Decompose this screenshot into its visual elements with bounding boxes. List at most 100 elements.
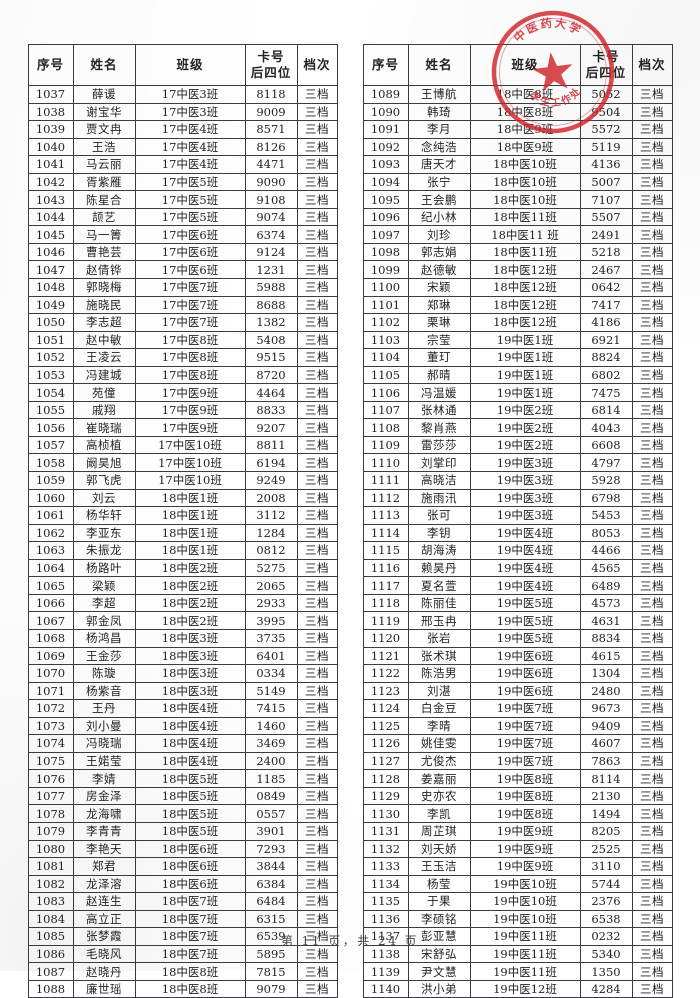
cell-grade-tier: 三档	[631, 383, 673, 402]
column-header-name: 姓名	[72, 44, 136, 86]
table-row: 1123 刘湛 19中医6班 2480 三档	[362, 681, 673, 701]
cell-grade-tier: 三档	[296, 400, 338, 420]
cell-grade-tier: 三档	[296, 541, 338, 560]
cell-grade-tier: 三档	[296, 769, 338, 788]
table-row: 1125 李晴 19中医7班 9409 三档	[362, 716, 673, 736]
table-header-row: 序号 姓名 班级 卡号 后四位 档次	[362, 44, 673, 86]
cell-name: 杨鸿昌	[72, 628, 136, 648]
cell-name: 李志超	[72, 313, 136, 332]
cell-card-last-four: 4284	[579, 979, 633, 998]
table-row: 1077 房金泽 18中医5班 0849 三档	[27, 786, 338, 806]
column-header-class: 班级	[134, 44, 246, 86]
cell-grade-tier: 三档	[631, 874, 673, 894]
cell-sequence: 1056	[27, 418, 74, 437]
cell-name: 王玉洁	[407, 857, 471, 876]
cell-sequence: 1048	[27, 278, 74, 297]
cell-card-last-four: 9124	[244, 242, 298, 262]
cell-grade-tier: 三档	[296, 892, 338, 911]
table-row: 1092 念纯浩 18中医9班 5119 三档	[362, 137, 673, 157]
cell-sequence: 1064	[27, 558, 74, 578]
cell-card-last-four: 0849	[244, 786, 298, 806]
cell-name: 王婼莹	[72, 751, 136, 771]
cell-sequence: 1121	[362, 646, 409, 666]
cell-grade-tier: 三档	[631, 979, 673, 998]
table-row: 1116 赖昊丹 19中医4班 4565 三档	[362, 558, 673, 578]
cell-sequence: 1103	[362, 330, 409, 350]
cell-class: 19中医9班	[469, 857, 581, 876]
cell-grade-tier: 三档	[631, 435, 673, 455]
cell-card-last-four: 5928	[579, 471, 633, 490]
cell-name: 王金莎	[72, 646, 136, 666]
cell-grade-tier: 三档	[631, 804, 673, 823]
cell-sequence: 1060	[27, 488, 74, 508]
cell-sequence: 1096	[362, 207, 409, 227]
cell-name: 刘天娇	[407, 839, 471, 859]
cell-grade-tier: 三档	[296, 102, 338, 122]
table-row: 1126 姚佳雯 19中医7班 4607 三档	[362, 734, 673, 753]
cell-name: 于果	[407, 892, 471, 911]
cell-sequence: 1083	[27, 892, 74, 911]
cell-class: 19中医6班	[469, 681, 581, 701]
cell-sequence: 1117	[362, 576, 409, 595]
cell-sequence: 1123	[362, 681, 409, 701]
cell-sequence: 1043	[27, 190, 74, 209]
cell-class: 17中医5班	[134, 207, 246, 227]
cell-grade-tier: 三档	[631, 541, 673, 560]
cell-grade-tier: 三档	[631, 821, 673, 841]
table-row: 1076 李婧 18中医5班 1185 三档	[27, 769, 338, 788]
page-footer: 第 11 页，共 24 页	[280, 934, 420, 948]
cell-name: 施雨汛	[407, 488, 471, 508]
table-row: 1135 于果 19中医10班 2376 三档	[362, 892, 673, 911]
cell-grade-tier: 三档	[296, 207, 338, 227]
cell-name: 曹艳芸	[72, 242, 136, 262]
cell-name: 崔晓瑞	[72, 418, 136, 437]
cell-name: 冯晓瑞	[72, 734, 136, 753]
card-header-line1: 卡号	[257, 49, 285, 65]
cell-name: 胡海涛	[407, 541, 471, 560]
cell-sequence: 1129	[362, 786, 409, 806]
cell-sequence: 1057	[27, 435, 74, 455]
table-row: 1107 张林通 19中医2班 6814 三档	[362, 400, 673, 420]
cell-grade-tier: 三档	[631, 769, 673, 788]
cell-card-last-four: 5572	[579, 120, 633, 139]
cell-card-last-four: 3735	[244, 628, 298, 648]
cell-class: 18中医4班	[134, 751, 246, 771]
cell-sequence: 1122	[362, 664, 409, 683]
cell-card-last-four: 8205	[579, 821, 633, 841]
cell-name: 刘珍	[407, 225, 471, 244]
cell-class: 18中医8班	[469, 85, 581, 104]
table-row: 1078 龙海啸 18中医5班 0557 三档	[27, 804, 338, 823]
cell-card-last-four: 6401	[244, 646, 298, 666]
table-row: 1037 薛谖 17中医3班 8118 三档	[27, 85, 338, 104]
cell-class: 18中医10班	[469, 172, 581, 192]
cell-card-last-four: 9409	[579, 716, 633, 736]
card-header-line2: 后四位	[585, 65, 627, 80]
table-row: 1062 李亚东 18中医1班 1284 三档	[27, 523, 338, 543]
cell-class: 18中医5班	[134, 769, 246, 788]
cell-card-last-four: 6374	[244, 225, 298, 244]
cell-card-last-four: 9090	[244, 172, 298, 192]
cell-class: 18中医10班	[469, 190, 581, 209]
cell-name: 赵德敏	[407, 260, 471, 280]
cell-name: 郭晓梅	[72, 278, 136, 297]
table-header-row: 序号 姓名 班级 卡号 后四位 档次	[27, 44, 338, 86]
cell-class: 19中医4班	[469, 541, 581, 560]
cell-class: 18中医7班	[134, 892, 246, 911]
table-row: 1094 张宁 18中医10班 5007 三档	[362, 172, 673, 192]
cell-grade-tier: 三档	[296, 383, 338, 402]
table-row: 1096 纪小林 18中医11班 5507 三档	[362, 207, 673, 227]
table-row: 1068 杨鸿昌 18中医3班 3735 三档	[27, 628, 338, 648]
cell-grade-tier: 三档	[631, 225, 673, 244]
cell-sequence: 1118	[362, 593, 409, 613]
cell-sequence: 1113	[362, 506, 409, 525]
cell-grade-tier: 三档	[631, 646, 673, 666]
table-row: 1075 王婼莹 18中医4班 2400 三档	[27, 751, 338, 771]
roster-table-right: 序号 姓名 班级 卡号 后四位 档次 1089 王博航 18中医8班 5052 三档 10…	[362, 44, 673, 998]
cell-card-last-four: 3469	[244, 734, 298, 753]
cell-grade-tier: 三档	[631, 786, 673, 806]
cell-grade-tier: 三档	[631, 155, 673, 174]
cell-sequence: 1044	[27, 207, 74, 227]
cell-name: 黎肖燕	[407, 418, 471, 437]
table-row: 1111 高晓洁 19中医3班 5928 三档	[362, 471, 673, 490]
cell-name: 高立正	[72, 909, 136, 929]
